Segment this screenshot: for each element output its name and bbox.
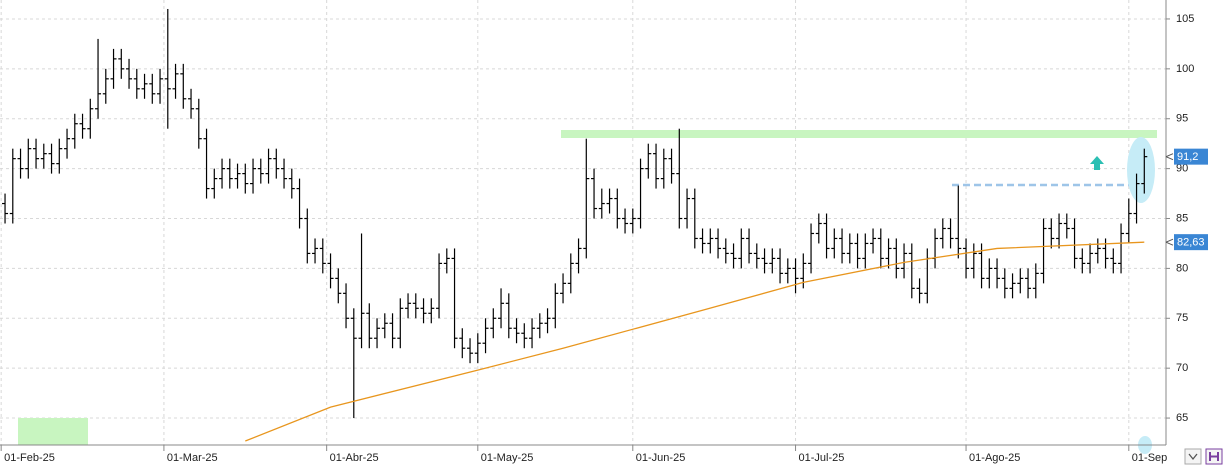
up-arrow bbox=[1090, 156, 1104, 170]
x-tick-label: 01-Abr-25 bbox=[330, 452, 379, 464]
zoom-icon bbox=[1188, 453, 1198, 461]
y-tick-label: 80 bbox=[1176, 262, 1188, 274]
price-tag-pointer bbox=[1165, 238, 1174, 246]
y-tick-label: 95 bbox=[1176, 113, 1188, 125]
home-icon bbox=[1209, 452, 1219, 461]
y-tick-label: 100 bbox=[1176, 63, 1194, 75]
y-tick-label: 70 bbox=[1176, 362, 1188, 374]
price-tag-label: 91,2 bbox=[1177, 151, 1198, 163]
zoom-button[interactable] bbox=[1184, 448, 1202, 465]
x-tick-label: 01-Mar-25 bbox=[167, 452, 218, 464]
price-tag-label: 82,63 bbox=[1177, 237, 1205, 249]
price-tag bbox=[1174, 148, 1208, 165]
y-tick-label: 90 bbox=[1176, 163, 1188, 175]
y-tick-label: 105 bbox=[1176, 13, 1194, 25]
x-tick-label: 01-Sep bbox=[1132, 452, 1167, 464]
highlight-ellipse bbox=[1127, 137, 1155, 203]
price-tag bbox=[1174, 234, 1208, 251]
x-tick-label: 01-Feb-25 bbox=[4, 452, 55, 464]
y-tick-label: 75 bbox=[1176, 312, 1188, 324]
axis-layer: 65 70 75 80 85 90 95 100 105 01-Feb-25 01-Mar-25 01… bbox=[0, 13, 1208, 464]
price-tag-pointer bbox=[1165, 153, 1174, 161]
marks-layer bbox=[2, 8, 1148, 442]
x-tick-label: 01-Jun-25 bbox=[636, 452, 686, 464]
x-tick-label: 01-Jul-25 bbox=[799, 452, 845, 464]
y-tick-label: 85 bbox=[1176, 212, 1188, 224]
x-tick-label: 01-Ago-25 bbox=[969, 452, 1020, 464]
y-tick-label: 65 bbox=[1176, 412, 1188, 424]
resistance-band bbox=[561, 130, 1157, 138]
marker-box bbox=[18, 418, 88, 445]
moving-average bbox=[245, 241, 1145, 442]
x-tick-label: 01-May-25 bbox=[481, 452, 534, 464]
